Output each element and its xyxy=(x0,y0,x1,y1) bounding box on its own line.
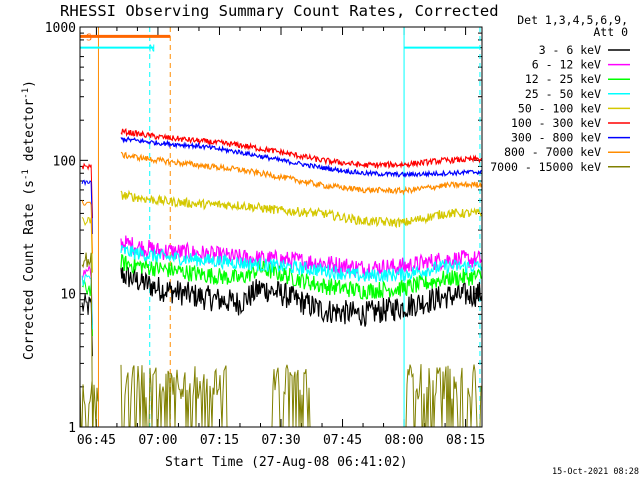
chart-title: RHESSI Observing Summary Count Rates, Co… xyxy=(60,2,499,20)
flag-label: S xyxy=(86,32,92,43)
legend-entry-label: 12 - 25 keV xyxy=(525,72,601,86)
legend-entry-label: 3 - 6 keV xyxy=(539,43,601,57)
legend-entry-label: 50 - 100 keV xyxy=(518,101,601,115)
x-tick-label: 07:00 xyxy=(138,433,177,448)
series-line xyxy=(120,136,483,178)
x-axis: 06:45 07:00 07:15 07:30 07:45 08:00 08:15 xyxy=(77,27,485,448)
y-axis-label-sup1: -1 xyxy=(21,169,31,180)
y-tick-label: 1000 xyxy=(45,21,76,36)
legend-entry-label: 7000 - 15000 keV xyxy=(490,160,601,174)
y-axis-label-c: ) xyxy=(22,80,37,88)
legend-entry-label: 800 - 7000 keV xyxy=(504,145,601,159)
plot-frame xyxy=(79,26,483,428)
series-line xyxy=(81,200,93,254)
series-line xyxy=(81,264,93,326)
x-tick-label: 08:00 xyxy=(384,433,423,448)
legend-header: Att 0 xyxy=(593,25,628,39)
series-line xyxy=(81,252,93,428)
y-axis-label-a: Corrected Count Rate (s xyxy=(22,180,37,360)
legend-entry-label: 300 - 800 keV xyxy=(511,131,601,145)
y-axis-label-b: detector xyxy=(22,99,37,170)
legend-entry-label: 100 - 300 keV xyxy=(511,116,601,130)
flag-bars: SN xyxy=(80,32,480,55)
flag-label: N xyxy=(149,44,155,55)
x-tick-label: 06:45 xyxy=(77,433,116,448)
series-line xyxy=(81,273,93,330)
y-axis-label: Corrected Count Rate (s-1 detector-1) xyxy=(21,80,37,360)
x-tick-label: 08:15 xyxy=(446,433,485,448)
series-line xyxy=(81,179,93,235)
legend-entry-label: 6 - 12 keV xyxy=(532,58,601,72)
y-tick-label: 1 xyxy=(68,421,76,436)
x-tick-label: 07:30 xyxy=(261,433,300,448)
series-line xyxy=(120,127,483,170)
series-group xyxy=(79,127,483,428)
series-line xyxy=(120,244,483,283)
series-line xyxy=(79,381,99,428)
legend-header: Det 1,3,4,5,6,9, xyxy=(517,13,628,27)
footer-date: 15-Oct-2021 08:28 xyxy=(552,467,639,477)
x-tick-label: 07:15 xyxy=(200,433,239,448)
series-line xyxy=(120,265,483,327)
y-axis-label-sup2: -1 xyxy=(21,88,31,99)
series-line xyxy=(120,189,483,229)
series-line xyxy=(120,151,483,196)
y-tick-label: 10 xyxy=(60,288,76,303)
series-line xyxy=(120,235,483,279)
legend-entry-label: 25 - 50 keV xyxy=(525,87,601,101)
x-tick-label: 07:45 xyxy=(323,433,362,448)
series-line xyxy=(81,162,93,219)
series-line xyxy=(81,293,93,357)
series-line xyxy=(81,216,93,273)
x-axis-label: Start Time (27-Aug-08 06:41:02) xyxy=(165,455,408,470)
y-tick-label: 100 xyxy=(53,154,76,169)
